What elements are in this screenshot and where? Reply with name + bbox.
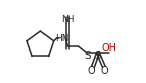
Text: S: S (84, 51, 91, 62)
Text: OH: OH (102, 43, 117, 53)
Text: O: O (87, 65, 95, 76)
Text: O: O (100, 65, 108, 76)
Text: HN: HN (55, 34, 69, 43)
Text: S: S (95, 51, 101, 62)
Text: NH: NH (61, 15, 74, 24)
